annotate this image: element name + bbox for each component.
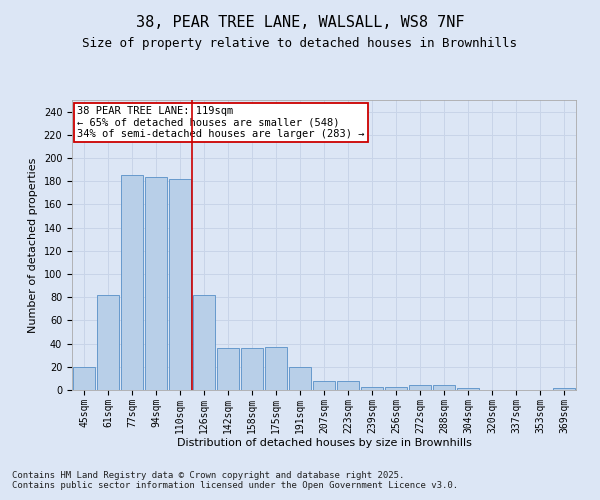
Bar	[553, 388, 575, 390]
Bar	[337, 380, 359, 390]
Bar	[169, 179, 191, 390]
Bar	[121, 176, 143, 390]
X-axis label: Distribution of detached houses by size in Brownhills: Distribution of detached houses by size …	[176, 438, 472, 448]
Bar	[193, 295, 215, 390]
Bar	[361, 386, 383, 390]
Bar	[313, 380, 335, 390]
Bar	[409, 386, 431, 390]
Bar	[289, 367, 311, 390]
Text: 38 PEAR TREE LANE: 119sqm
← 65% of detached houses are smaller (548)
34% of semi: 38 PEAR TREE LANE: 119sqm ← 65% of detac…	[77, 106, 365, 139]
Bar	[265, 347, 287, 390]
Bar	[241, 348, 263, 390]
Bar	[457, 388, 479, 390]
Text: 38, PEAR TREE LANE, WALSALL, WS8 7NF: 38, PEAR TREE LANE, WALSALL, WS8 7NF	[136, 15, 464, 30]
Bar	[97, 295, 119, 390]
Bar	[145, 176, 167, 390]
Bar	[433, 386, 455, 390]
Y-axis label: Number of detached properties: Number of detached properties	[28, 158, 38, 332]
Bar	[73, 367, 95, 390]
Bar	[217, 348, 239, 390]
Text: Contains HM Land Registry data © Crown copyright and database right 2025.
Contai: Contains HM Land Registry data © Crown c…	[12, 470, 458, 490]
Text: Size of property relative to detached houses in Brownhills: Size of property relative to detached ho…	[83, 38, 517, 51]
Bar	[385, 386, 407, 390]
